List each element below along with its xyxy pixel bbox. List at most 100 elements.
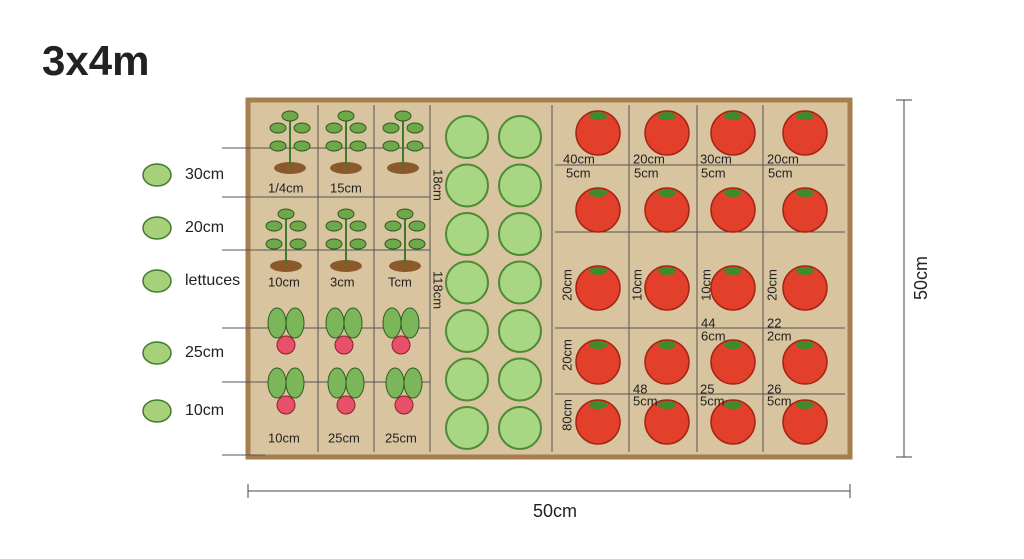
radish-leaf	[285, 367, 305, 399]
spacing-label: 5cm	[633, 393, 658, 408]
tomato	[710, 187, 756, 233]
tomato-calyx	[796, 189, 814, 197]
radish-leaf	[400, 307, 420, 339]
soil-mound	[387, 162, 419, 174]
spacing-label: 10cm	[268, 430, 300, 445]
tomato	[710, 110, 756, 156]
spacing-label: 20cm	[559, 269, 574, 301]
herb-leaf	[325, 140, 343, 152]
tomato	[575, 399, 621, 445]
herb-leaf	[265, 220, 283, 232]
tomato-calyx	[796, 112, 814, 120]
radish	[336, 395, 356, 415]
tomato-calyx	[589, 112, 607, 120]
soil-mound	[274, 162, 306, 174]
tomato	[575, 187, 621, 233]
spacing-label: 20cm	[767, 151, 799, 166]
lettuce	[445, 115, 489, 159]
radish-leaf	[267, 307, 287, 339]
tomato-calyx	[589, 401, 607, 409]
radish	[334, 335, 354, 355]
tomato	[644, 339, 690, 385]
lettuce	[498, 260, 542, 305]
legend-label: 20cm	[185, 219, 224, 236]
spacing-label: 26	[767, 381, 781, 396]
tomato-calyx	[658, 189, 676, 197]
herb-leaf	[384, 238, 402, 250]
height-dimension: 50cm	[911, 256, 931, 300]
spacing-label: 1/4cm	[268, 180, 303, 195]
spacing-label: 25	[700, 381, 714, 396]
spacing-label: 20cm	[764, 269, 779, 301]
radish-leaf	[325, 307, 345, 339]
dimension-lines	[247, 99, 912, 498]
tomato	[782, 110, 828, 156]
lettuce	[498, 115, 542, 159]
herb-leaf	[269, 122, 287, 134]
soil-mound	[270, 260, 302, 272]
herb-leaf	[408, 220, 426, 232]
tomato	[782, 339, 828, 385]
herb-leaf	[325, 220, 343, 232]
herb-leaf	[337, 208, 355, 220]
herb-leaf	[382, 140, 400, 152]
radish-leaf	[382, 307, 402, 339]
herb-leaf	[281, 110, 299, 122]
herb-leaf	[396, 208, 414, 220]
tomato	[710, 339, 756, 385]
tomato-calyx	[724, 189, 742, 197]
lettuce	[445, 357, 489, 402]
tomato-calyx	[796, 401, 814, 409]
herb-leaf	[293, 140, 311, 152]
herb-leaf	[289, 238, 307, 250]
spacing-label: 40cm	[563, 151, 595, 166]
herb-leaf	[408, 238, 426, 250]
radish	[391, 335, 411, 355]
spacing-label: 3cm	[330, 274, 355, 289]
tomato-calyx	[724, 267, 742, 275]
tomato-calyx	[724, 341, 742, 349]
herb-leaf	[269, 140, 287, 152]
spacing-label: 5cm	[634, 165, 659, 180]
herb-leaf	[349, 220, 367, 232]
legend-leaf-icon	[142, 399, 172, 423]
tomato-calyx	[658, 267, 676, 275]
herb-leaf	[325, 238, 343, 250]
herb-leaf	[382, 122, 400, 134]
radish-leaf	[345, 367, 365, 399]
herb-leaf	[265, 238, 283, 250]
tomato-calyx	[658, 401, 676, 409]
herb-leaf	[349, 140, 367, 152]
spacing-label: 10cm	[629, 269, 644, 301]
herb-leaf	[349, 238, 367, 250]
legend-label: lettuces	[185, 272, 240, 289]
lettuce	[498, 309, 542, 353]
herb-leaf	[394, 110, 412, 122]
herb-leaf	[293, 122, 311, 134]
tomato	[644, 265, 690, 311]
legend-leaf-icon	[142, 163, 172, 187]
legend-leaf-icon	[142, 341, 172, 365]
spacing-label: 2cm	[767, 328, 792, 343]
spacing-label: 22	[767, 315, 781, 330]
tomato	[710, 265, 756, 311]
tomato-calyx	[658, 112, 676, 120]
spacing-label: Tcm	[388, 274, 412, 289]
spacing-label: 5cm	[701, 165, 726, 180]
tomato-calyx	[658, 341, 676, 349]
herb-leaf	[406, 140, 424, 152]
tomato	[782, 265, 828, 311]
soil-mound	[330, 162, 362, 174]
soil-mound	[330, 260, 362, 272]
tomato-calyx	[724, 112, 742, 120]
radish	[276, 395, 296, 415]
tomato	[710, 399, 756, 445]
tomato	[575, 339, 621, 385]
lettuce	[498, 357, 542, 402]
spacing-label: 44	[701, 315, 715, 330]
herb-leaf	[325, 122, 343, 134]
tomato	[782, 399, 828, 445]
radish-leaf	[285, 307, 305, 339]
spacing-label: 20cm	[559, 339, 574, 371]
lettuce	[498, 406, 542, 450]
